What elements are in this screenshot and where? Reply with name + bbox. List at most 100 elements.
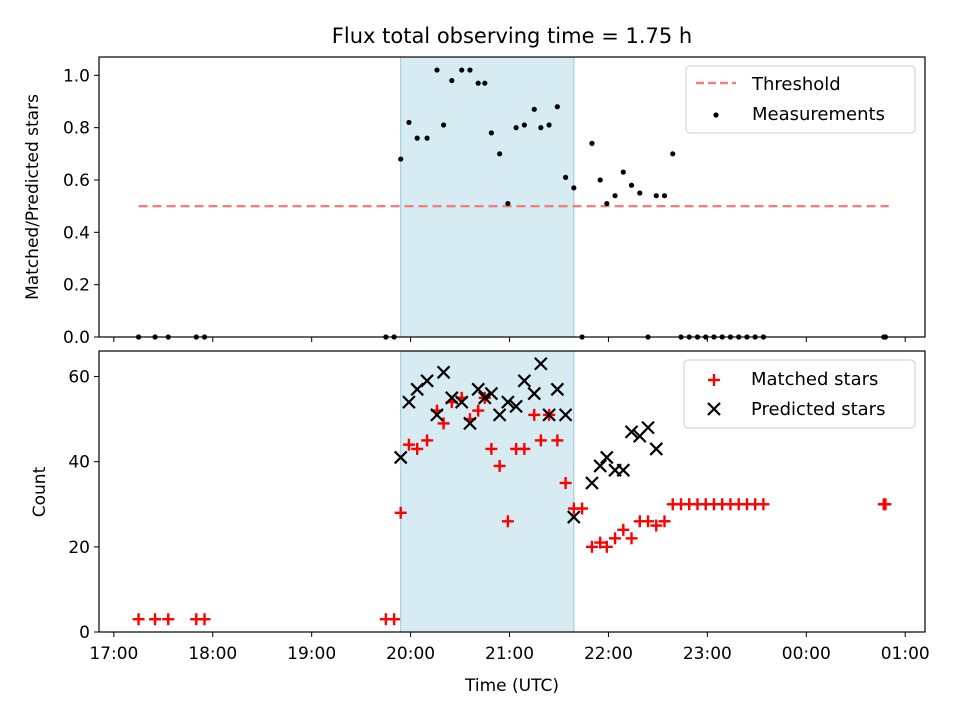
measurement-point bbox=[521, 122, 527, 128]
matched-point bbox=[534, 434, 547, 447]
matched-point bbox=[388, 613, 401, 626]
matched-point bbox=[485, 442, 498, 455]
bottom-highlight-span bbox=[400, 350, 575, 633]
predicted-point bbox=[517, 374, 532, 388]
bottom-panel: 0 20 40 60 17:00 18:00 19:00 20:00 21:00 22:00 23:… bbox=[30, 350, 930, 696]
matched-point bbox=[625, 532, 638, 545]
top-highlight-span bbox=[400, 56, 575, 338]
predicted-point bbox=[420, 374, 434, 388]
measurement-point bbox=[475, 80, 481, 86]
bottom-xtick-label: 17:00 bbox=[89, 644, 138, 664]
bottom-legend: Matched stars Predicted stars bbox=[683, 359, 916, 429]
matched-point bbox=[149, 613, 162, 626]
predicted-point bbox=[624, 425, 639, 439]
measurement-point bbox=[449, 77, 455, 84]
measurement-point bbox=[628, 182, 635, 188]
measurement-point bbox=[612, 193, 618, 199]
top-ylabel: Matched/Predicted stars bbox=[23, 94, 43, 300]
matched-point bbox=[162, 613, 175, 626]
matched-point bbox=[600, 540, 613, 553]
top-ytick-label: 1.0 bbox=[63, 66, 90, 86]
matched-point bbox=[642, 515, 655, 528]
bottom-xlabel: Time (UTC) bbox=[464, 676, 559, 696]
predicted-point bbox=[600, 450, 614, 465]
matched-point bbox=[757, 498, 770, 511]
top-axis-ticks: 0.0 0.2 0.4 0.6 0.8 1.0 bbox=[63, 66, 906, 348]
measurement-point bbox=[531, 106, 537, 112]
matched-point bbox=[493, 459, 506, 472]
chart-title: Flux total observing time = 1.75 h bbox=[332, 24, 692, 48]
top-legend: Threshold Measurements bbox=[685, 65, 916, 134]
matched-point bbox=[609, 532, 622, 545]
matched-point bbox=[879, 498, 892, 511]
measurement-point bbox=[538, 125, 544, 131]
measurement-point bbox=[546, 122, 552, 128]
matched-point bbox=[650, 519, 663, 532]
predicted-point bbox=[471, 382, 485, 397]
top-ytick-label: 0.4 bbox=[63, 223, 90, 243]
legend-predicted-swatch bbox=[707, 402, 721, 416]
measurement-point bbox=[406, 119, 412, 126]
predicted-point bbox=[542, 408, 556, 422]
measurement-point bbox=[661, 193, 668, 199]
top-ytick-label: 0.6 bbox=[63, 171, 90, 191]
measurement-point bbox=[398, 156, 404, 162]
measurement-point bbox=[597, 177, 603, 183]
matched-point bbox=[576, 502, 589, 515]
matched-point bbox=[132, 613, 145, 626]
bottom-xtick-label: 23:00 bbox=[683, 644, 732, 664]
bottom-xtick-label: 00:00 bbox=[782, 644, 831, 664]
measurement-point bbox=[505, 200, 511, 207]
measurement-point bbox=[488, 130, 494, 136]
predicted-point bbox=[649, 442, 664, 456]
measurement-point bbox=[571, 185, 577, 191]
legend-threshold-label: Threshold bbox=[751, 74, 841, 95]
measurement-point bbox=[670, 151, 676, 157]
top-axes-frame bbox=[98, 56, 926, 338]
measurement-point bbox=[497, 151, 503, 157]
measurement-point bbox=[482, 80, 488, 86]
predicted-point bbox=[534, 356, 548, 371]
top-panel: 0.0 0.2 0.4 0.6 0.8 1.0 Matched/Predicted sta… bbox=[23, 56, 926, 348]
measurement-points bbox=[135, 67, 889, 340]
measurement-point bbox=[440, 122, 447, 128]
predicted-point bbox=[463, 416, 477, 431]
bottom-xtick-label: 19:00 bbox=[287, 644, 336, 664]
matched-point bbox=[402, 438, 415, 451]
predicted-point bbox=[593, 459, 607, 473]
bottom-ytick-label: 20 bbox=[68, 538, 90, 558]
measurement-point bbox=[620, 169, 626, 175]
predicted-point bbox=[567, 510, 581, 524]
matched-point bbox=[551, 434, 564, 447]
top-ytick-label: 0.8 bbox=[63, 119, 90, 139]
measurement-point bbox=[513, 125, 519, 131]
matched-point bbox=[437, 417, 450, 430]
matched-point bbox=[394, 506, 407, 519]
matched-point bbox=[528, 408, 541, 421]
measurement-point bbox=[589, 140, 595, 146]
measurement-point bbox=[653, 193, 659, 199]
predicted-point bbox=[454, 395, 469, 409]
matched-points bbox=[132, 391, 892, 626]
matched-point bbox=[658, 515, 671, 528]
matched-point bbox=[198, 613, 211, 626]
top-legend-box bbox=[685, 65, 916, 134]
bottom-xtick-label: 22:00 bbox=[584, 644, 633, 664]
matched-point bbox=[501, 515, 514, 528]
predicted-point bbox=[484, 386, 499, 401]
measurement-point bbox=[554, 104, 560, 110]
bottom-ylabel: Count bbox=[30, 466, 50, 517]
predicted-point bbox=[585, 476, 599, 490]
predicted-point bbox=[527, 386, 542, 401]
bottom-ytick-label: 40 bbox=[68, 453, 90, 473]
legend-matched-swatch bbox=[708, 374, 720, 386]
bottom-axes-frame bbox=[98, 350, 926, 633]
predicted-point bbox=[393, 450, 408, 465]
predicted-point bbox=[558, 408, 573, 422]
matched-point bbox=[617, 523, 630, 536]
measurement-point bbox=[604, 200, 610, 207]
predicted-points bbox=[393, 356, 664, 524]
matched-point bbox=[472, 404, 485, 417]
predicted-point bbox=[492, 408, 507, 422]
matched-point bbox=[518, 442, 531, 455]
